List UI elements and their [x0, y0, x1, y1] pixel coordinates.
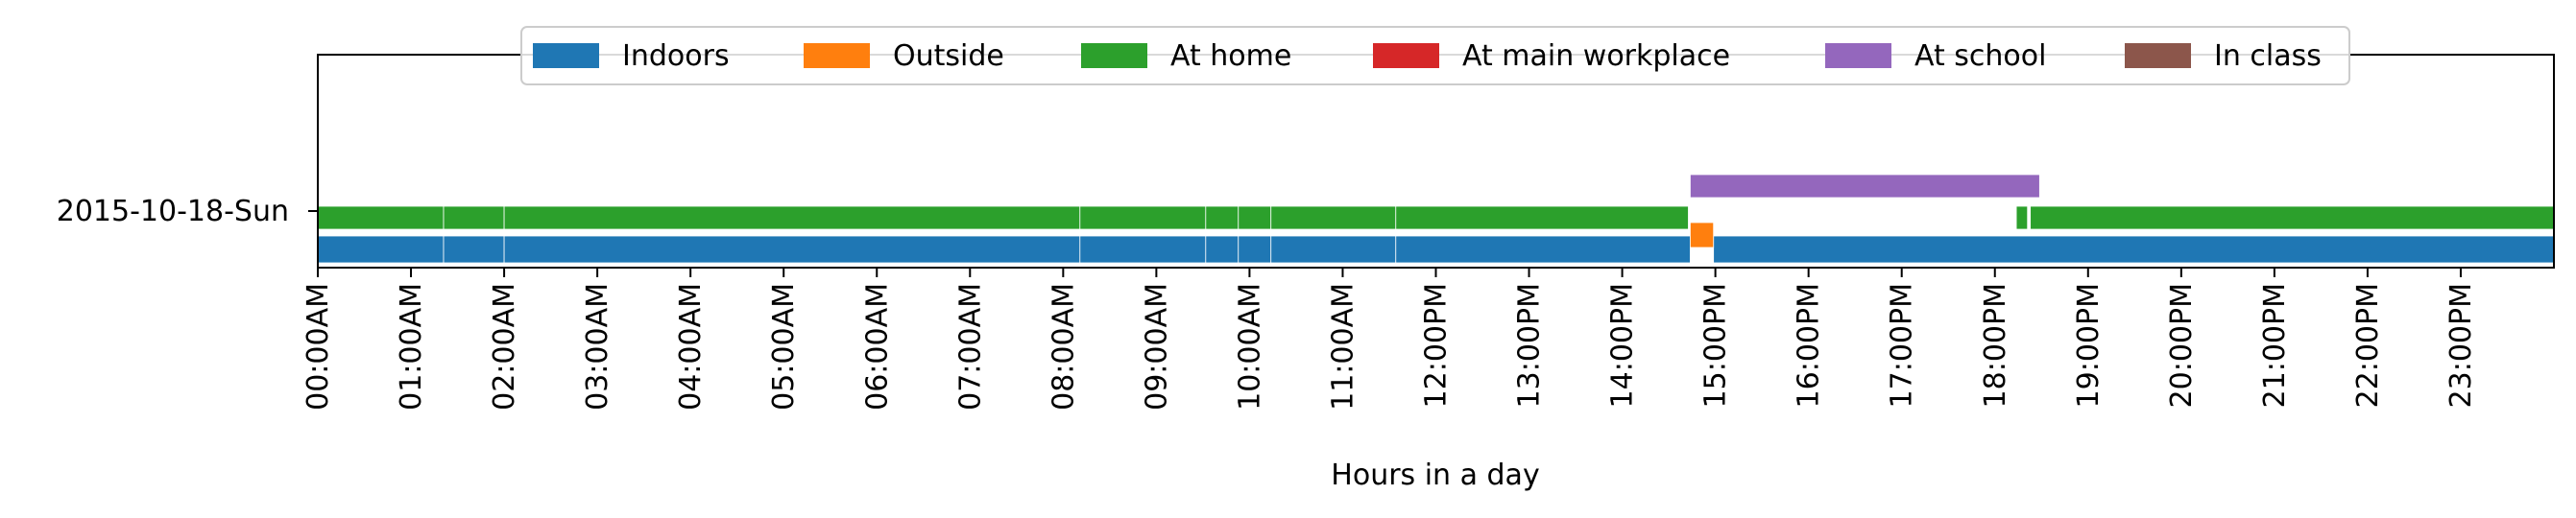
at-home-bar — [317, 205, 445, 230]
x-tick-label: 02:00AM — [488, 283, 521, 411]
legend-label: In class — [2214, 39, 2322, 73]
x-axis-ticks: 00:00AM 01:00AM 02:00AM 03:00AM 04:00AM 05:00… — [301, 268, 2478, 411]
legend-label: At school — [1914, 39, 2046, 73]
x-tick-label: 13:00PM — [1513, 283, 1547, 408]
legend-swatch-outside — [804, 43, 870, 68]
x-tick-label: 06:00AM — [860, 283, 894, 411]
x-tick-label: 15:00PM — [1699, 283, 1733, 408]
x-tick-label: 09:00AM — [1140, 283, 1173, 411]
indoors-bar — [443, 235, 505, 264]
bars-layer — [317, 174, 2555, 264]
x-tick-label: 07:00AM — [953, 283, 987, 411]
x-tick-label: 10:00AM — [1233, 283, 1266, 411]
outside-bar — [1690, 222, 1715, 248]
x-tick-label: 22:00PM — [2351, 283, 2385, 408]
x-tick-label: 04:00AM — [674, 283, 708, 411]
x-tick-label: 01:00AM — [395, 283, 428, 411]
x-tick-label: 20:00PM — [2165, 283, 2199, 408]
x-tick-label: 21:00PM — [2258, 283, 2292, 408]
x-axis-label: Hours in a day — [1331, 459, 1539, 492]
legend-label: Indoors — [622, 39, 730, 73]
x-tick-label: 23:00PM — [2444, 283, 2478, 408]
indoors-bar — [1205, 235, 1240, 264]
at-school-bar — [1690, 174, 2040, 199]
x-tick-label: 18:00PM — [1979, 283, 2012, 408]
x-tick-label: 03:00AM — [581, 283, 614, 411]
legend-swatch-indoors — [533, 43, 599, 68]
at-home-bar — [1079, 205, 1207, 230]
legend-label: Outside — [893, 39, 1004, 73]
indoors-bar — [317, 235, 445, 264]
indoors-bar — [1238, 235, 1272, 264]
at-home-bar — [2015, 205, 2029, 230]
x-tick-label: 17:00PM — [1886, 283, 1919, 408]
x-tick-label: 05:00AM — [767, 283, 801, 411]
at-home-bar — [1395, 205, 1689, 230]
legend-label: At home — [1170, 39, 1291, 73]
at-home-bar — [443, 205, 505, 230]
at-home-bar — [1205, 205, 1240, 230]
x-tick-label: 19:00PM — [2072, 283, 2106, 408]
x-tick-label: 08:00AM — [1047, 283, 1080, 411]
legend-swatch-at-main-workplace — [1373, 43, 1439, 68]
at-home-bar — [503, 205, 1081, 230]
legend-swatch-at-school — [1825, 43, 1891, 68]
indoors-bar — [503, 235, 1081, 264]
indoors-bar — [1713, 235, 2555, 264]
y-tick-label: 2015-10-18-Sun — [57, 195, 289, 228]
x-tick-label: 11:00AM — [1326, 283, 1360, 411]
y-axis-ticks: 2015-10-18-Sun — [57, 195, 318, 228]
x-tick-label: 12:00PM — [1420, 283, 1454, 408]
legend: Indoors Outside At home At main workplace At… — [520, 26, 2350, 85]
indoors-bar — [1395, 235, 1691, 264]
legend-swatch-in-class — [2125, 43, 2191, 68]
at-home-bar — [2030, 205, 2555, 230]
at-home-bar — [1270, 205, 1397, 230]
x-tick-label: 00:00AM — [301, 283, 335, 411]
indoors-bar — [1079, 235, 1207, 264]
indoors-bar — [1270, 235, 1397, 264]
at-home-bar — [1238, 205, 1272, 230]
x-tick-label: 16:00PM — [1793, 283, 1826, 408]
legend-swatch-at-home — [1081, 43, 1147, 68]
x-tick-label: 14:00PM — [1606, 283, 1640, 408]
legend-label: At main workplace — [1462, 39, 1730, 73]
